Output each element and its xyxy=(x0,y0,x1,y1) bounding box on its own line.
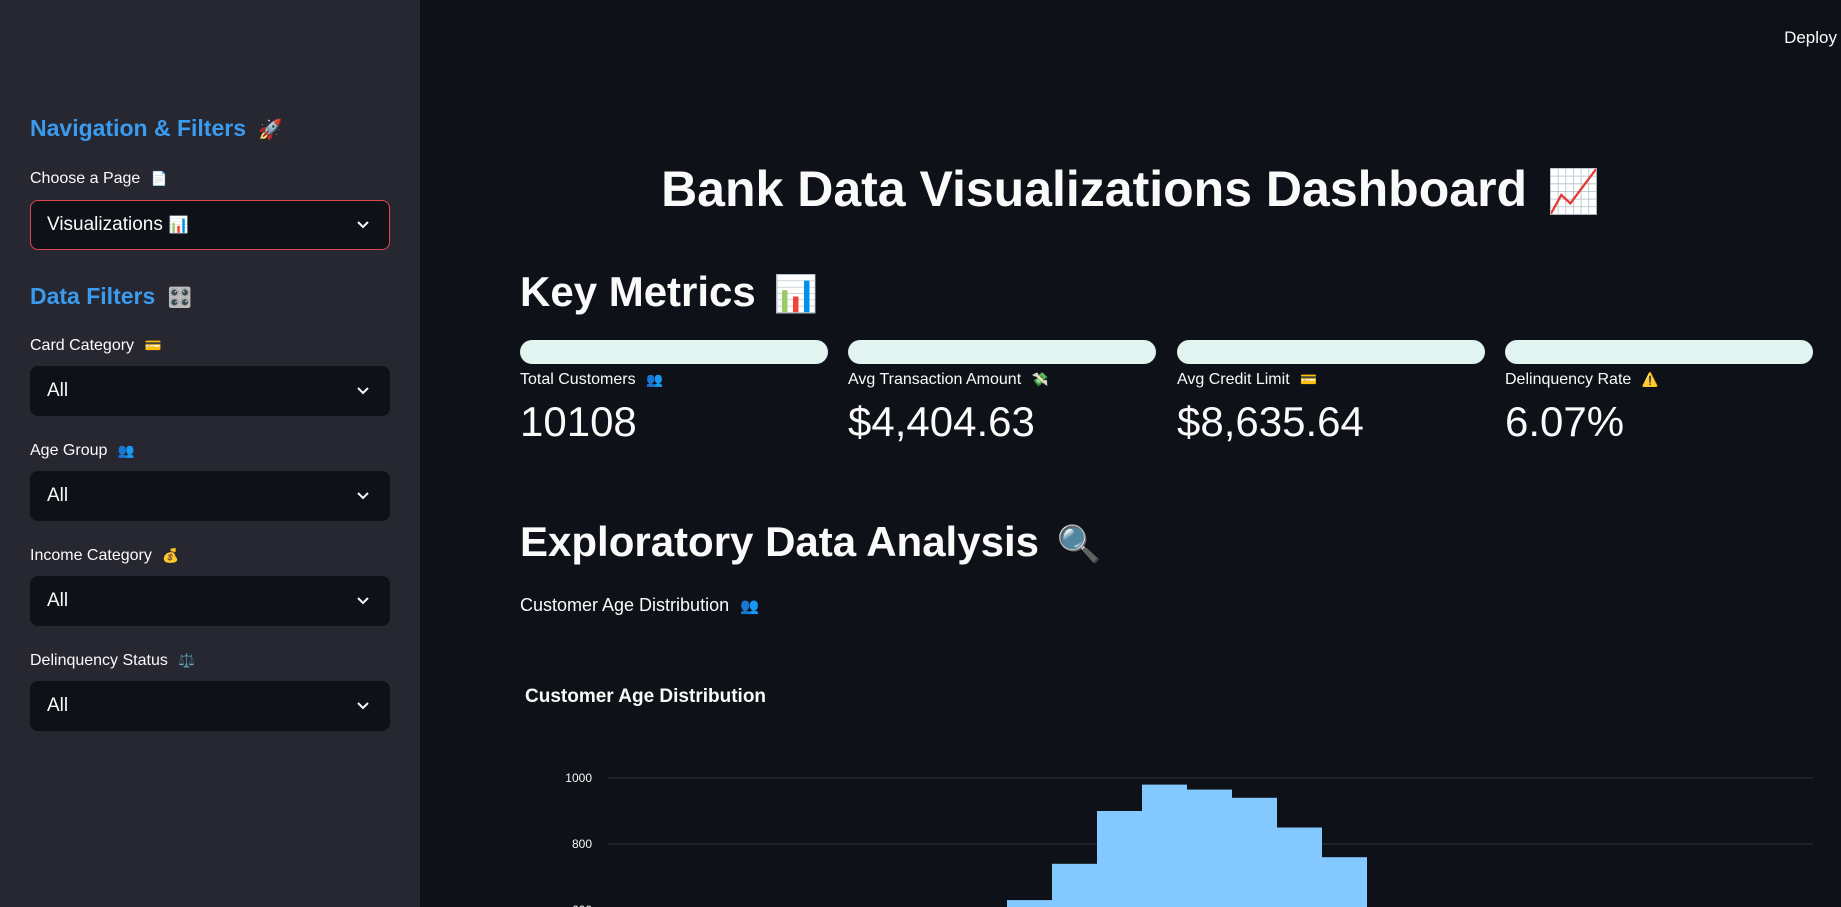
histogram-bar[interactable] xyxy=(1142,784,1187,907)
metric-label-text: Avg Transaction Amount xyxy=(848,371,1022,388)
eda-heading: Exploratory Data Analysis 🔍 xyxy=(520,518,1101,566)
age-group-label-text: Age Group xyxy=(30,442,108,459)
deploy-button[interactable]: Deploy xyxy=(1784,28,1837,47)
age-group-value: All xyxy=(47,485,69,506)
chevron-down-icon xyxy=(357,387,369,395)
metric-label-text: Delinquency Rate xyxy=(1505,371,1632,388)
y-tick-label: 1000 xyxy=(565,771,592,785)
age-group-label: Age Group 👥 xyxy=(30,442,135,460)
credit-card-icon: 💳 xyxy=(1300,372,1318,387)
income-category-value: All xyxy=(47,590,69,611)
metric-label-text: Total Customers xyxy=(520,371,636,388)
metric-value-delinquency-rate: 6.07% xyxy=(1505,398,1625,445)
delinquency-status-select[interactable]: All xyxy=(30,681,390,731)
delinquency-status-label-text: Delinquency Status xyxy=(30,652,168,669)
control-knobs-icon: 🎛️ xyxy=(167,287,192,309)
sidebar-nav-title-text: Navigation & Filters xyxy=(30,115,246,141)
income-category-label-text: Income Category xyxy=(30,547,152,564)
page-icon: 📄 xyxy=(150,171,168,186)
credit-card-icon: 💳 xyxy=(144,338,162,353)
sidebar: Navigation & Filters 🚀 Choose a Page 📄 V… xyxy=(0,0,420,907)
metric-bar-avg-credit-limit xyxy=(1177,340,1485,364)
histogram-bar[interactable] xyxy=(1322,857,1367,907)
chevron-down-icon xyxy=(357,492,369,500)
histogram-bar[interactable] xyxy=(1007,900,1052,907)
y-tick-label: 600 xyxy=(572,903,592,907)
people-icon: 👥 xyxy=(117,443,135,458)
scales-icon: ⚖️ xyxy=(178,653,196,668)
money-with-wings-icon: 💸 xyxy=(1031,372,1049,387)
delinquency-status-value: All xyxy=(47,695,69,716)
page-select[interactable]: Visualizations 📊 xyxy=(30,200,390,250)
bar-chart-icon: 📊 xyxy=(773,274,818,314)
sidebar-nav-title: Navigation & Filters 🚀 xyxy=(30,115,283,142)
histogram-bar[interactable] xyxy=(1052,863,1097,907)
card-category-label: Card Category 💳 xyxy=(30,337,161,355)
metric-value-total-customers: 10108 xyxy=(520,398,637,445)
metric-label-text: Avg Credit Limit xyxy=(1177,371,1290,388)
histogram-bar[interactable] xyxy=(1187,789,1232,907)
people-icon: 👥 xyxy=(646,372,663,387)
age-distribution-caption-text: Customer Age Distribution xyxy=(520,595,730,615)
metric-label-avg-credit-limit: Avg Credit Limit 💳 xyxy=(1177,371,1317,389)
chart-increasing-icon: 📈 xyxy=(1546,169,1600,216)
page-select-label: Choose a Page 📄 xyxy=(30,170,168,188)
histogram-bar[interactable] xyxy=(1277,827,1322,907)
card-category-select[interactable]: All xyxy=(30,366,390,416)
metric-label-total-customers: Total Customers 👥 xyxy=(520,371,663,389)
income-category-select[interactable]: All xyxy=(30,576,390,626)
bar-chart-icon: 📊 xyxy=(168,216,189,234)
chevron-down-icon xyxy=(357,702,369,710)
age-group-select[interactable]: All xyxy=(30,471,390,521)
page-select-label-text: Choose a Page xyxy=(30,170,141,187)
metric-value-avg-transaction: $4,404.63 xyxy=(848,398,1035,445)
metric-label-avg-transaction: Avg Transaction Amount 💸 xyxy=(848,371,1049,389)
metric-bar-avg-transaction xyxy=(848,340,1156,364)
card-category-value: All xyxy=(47,380,69,401)
metric-label-delinquency-rate: Delinquency Rate ⚠️ xyxy=(1505,371,1659,389)
page-select-value: Visualizations xyxy=(47,214,163,235)
chevron-down-icon xyxy=(357,597,369,605)
page-title-text: Bank Data Visualizations Dashboard xyxy=(661,161,1528,217)
metric-bar-total-customers xyxy=(520,340,828,364)
page-title: Bank Data Visualizations Dashboard 📈 xyxy=(420,160,1841,218)
delinquency-status-label: Delinquency Status ⚖️ xyxy=(30,652,195,670)
key-metrics-heading: Key Metrics 📊 xyxy=(520,268,818,316)
histogram-bar[interactable] xyxy=(1097,811,1142,907)
money-bag-icon: 💰 xyxy=(162,548,180,563)
warning-icon: ⚠️ xyxy=(1641,372,1659,387)
sidebar-filters-title: Data Filters 🎛️ xyxy=(30,283,192,310)
eda-heading-text: Exploratory Data Analysis xyxy=(520,518,1039,565)
histogram-bar[interactable] xyxy=(1232,797,1277,907)
metric-value-avg-credit-limit: $8,635.64 xyxy=(1177,398,1364,445)
key-metrics-heading-text: Key Metrics xyxy=(520,268,756,315)
people-icon: 👥 xyxy=(740,598,760,615)
age-distribution-chart: 1000 800 600 xyxy=(565,771,1813,907)
age-distribution-caption: Customer Age Distribution 👥 xyxy=(520,595,759,616)
magnifying-glass-icon: 🔍 xyxy=(1056,524,1102,564)
rocket-icon: 🚀 xyxy=(258,119,283,141)
sidebar-filters-title-text: Data Filters xyxy=(30,283,156,309)
card-category-label-text: Card Category xyxy=(30,337,135,354)
y-tick-label: 800 xyxy=(572,837,592,851)
chevron-down-icon xyxy=(357,221,369,229)
income-category-label: Income Category 💰 xyxy=(30,547,179,565)
chart-title: Customer Age Distribution xyxy=(525,686,767,707)
metric-bar-delinquency-rate xyxy=(1505,340,1813,364)
